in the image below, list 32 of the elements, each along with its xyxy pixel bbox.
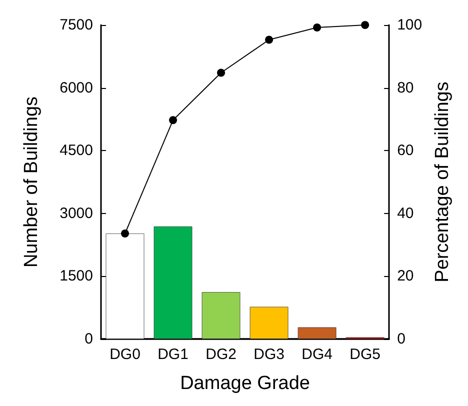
- y2-tick-label: 40: [397, 204, 414, 222]
- y2-tick-label: 20: [397, 268, 414, 285]
- x-tick-label: DG2: [206, 346, 236, 363]
- y-tick-label: 7500: [60, 16, 93, 34]
- point: [265, 36, 274, 44]
- point: [361, 21, 370, 29]
- bar: [202, 292, 240, 339]
- x-tick-label: DG5: [350, 346, 380, 363]
- y-axis-title: Number of Buildings: [21, 96, 42, 268]
- bar: [298, 327, 336, 339]
- bar: [106, 233, 144, 339]
- x-tick-label: DG0: [110, 346, 140, 363]
- bar: [154, 226, 192, 339]
- y2-tick-label: 80: [397, 79, 414, 96]
- y-tick-label: 3000: [60, 204, 93, 222]
- y2-tick-label: 60: [397, 142, 414, 160]
- x-tick-label: DG1: [158, 346, 188, 363]
- y-tick-label: 0: [84, 330, 93, 348]
- y-tick-label: 4500: [60, 142, 93, 160]
- y2-tick-label: 100: [397, 16, 422, 34]
- bar: [250, 306, 288, 339]
- point: [217, 68, 226, 77]
- x-tick-label: DG3: [254, 346, 284, 363]
- y2-tick-label: 0: [397, 330, 406, 348]
- point: [169, 116, 178, 124]
- x-axis-title: Damage Grade: [180, 373, 310, 394]
- y-tick-label: 6000: [60, 79, 93, 96]
- point: [121, 230, 130, 238]
- x-tick-label: DG4: [302, 346, 332, 363]
- point: [313, 24, 322, 32]
- y-tick-label: 1500: [60, 268, 93, 285]
- y2-axis-title: Percentage of Buildings: [432, 82, 453, 282]
